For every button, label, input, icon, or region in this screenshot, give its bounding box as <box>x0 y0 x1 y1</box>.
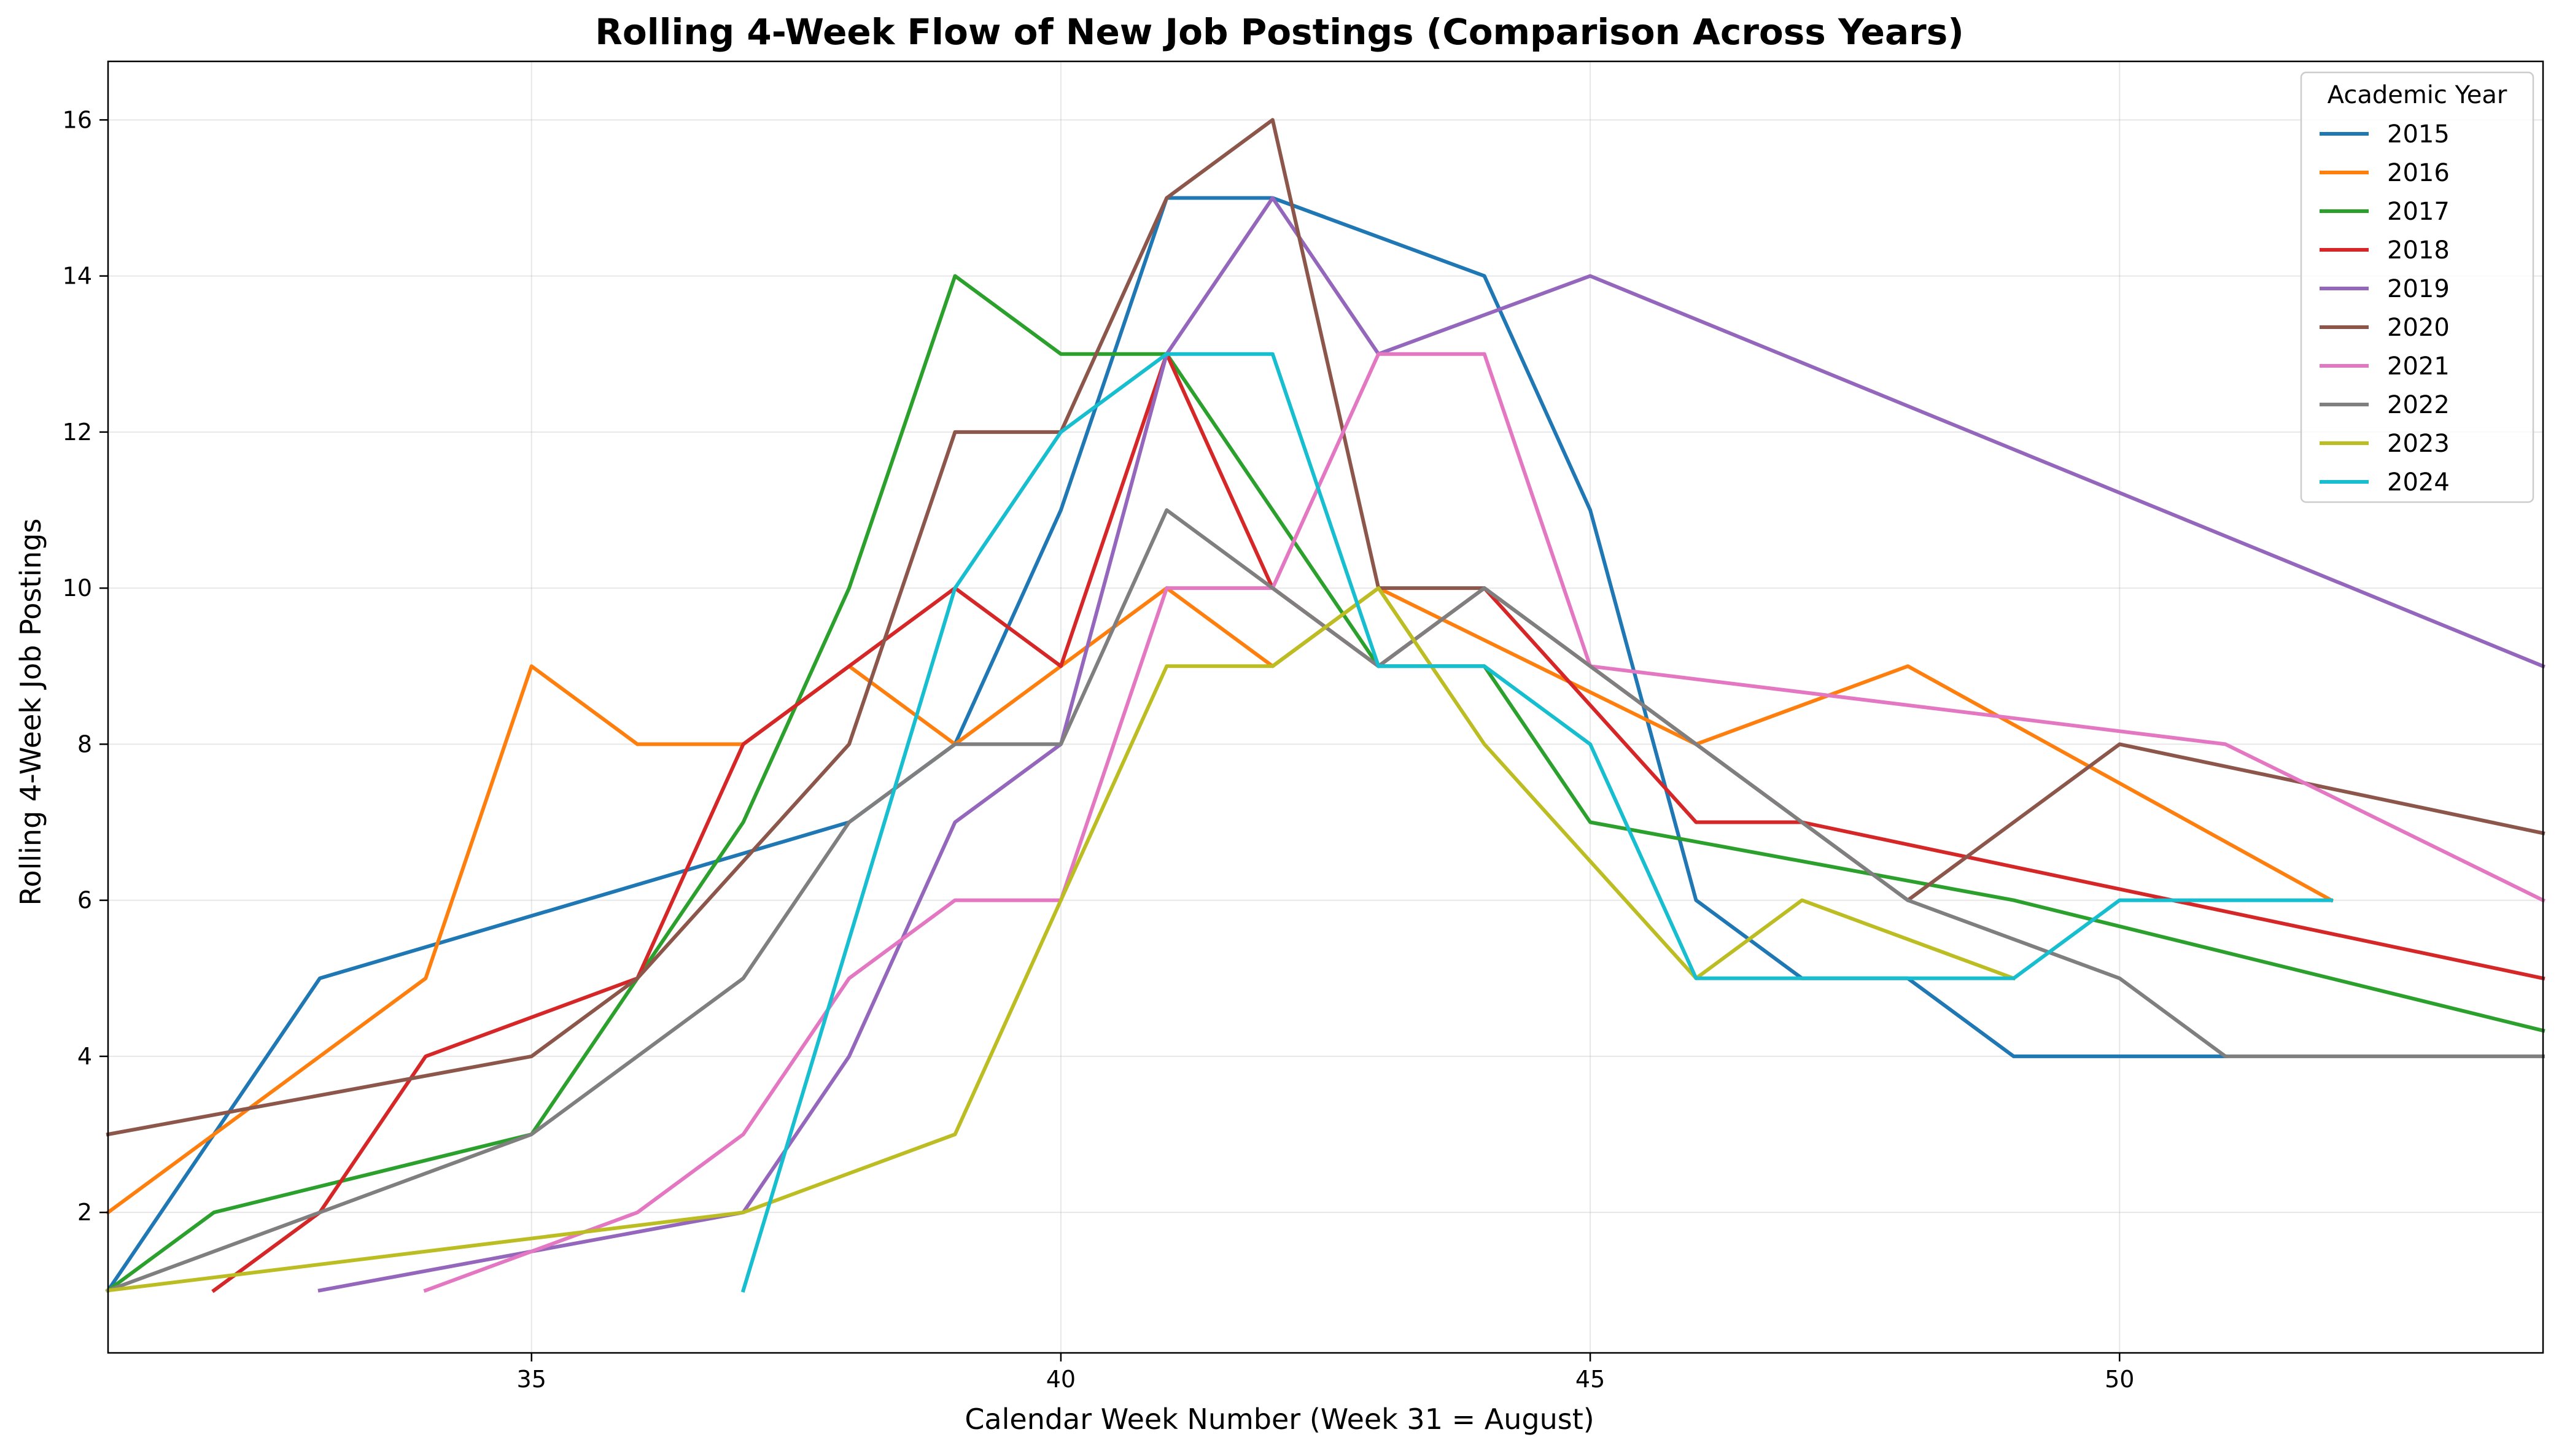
y-tick-label: 4 <box>77 1043 92 1070</box>
y-tick-label: 2 <box>77 1199 92 1226</box>
legend-label-2022: 2022 <box>2387 391 2450 419</box>
x-tick-label: 40 <box>1046 1366 1076 1393</box>
series-line-2022 <box>106 508 2545 1293</box>
y-tick-label: 14 <box>63 263 92 290</box>
legend-label-2018: 2018 <box>2387 236 2450 265</box>
legend-label-2017: 2017 <box>2387 198 2450 226</box>
chart-title: Rolling 4-Week Flow of New Job Postings … <box>595 11 1964 53</box>
legend: Academic Year 2015 2016 2017 2018 2019 2020 20… <box>2300 71 2534 503</box>
legend-label-2015: 2015 <box>2387 120 2450 149</box>
legend-label-2021: 2021 <box>2387 352 2450 381</box>
legend-label-2020: 2020 <box>2387 314 2450 342</box>
y-tick-label: 6 <box>77 887 92 914</box>
legend-label-2016: 2016 <box>2387 159 2450 187</box>
x-tick-label: 35 <box>517 1366 546 1393</box>
legend-label-2019: 2019 <box>2387 275 2450 303</box>
x-tick-label: 45 <box>1575 1366 1605 1393</box>
series-lines <box>105 118 2546 1293</box>
y-tick-label: 16 <box>63 106 92 133</box>
legend-box <box>2300 71 2534 503</box>
plot-frame <box>107 60 2544 1354</box>
y-tick-label: 8 <box>77 730 92 757</box>
series-line-2017 <box>105 274 2545 1293</box>
axis-ticks: 35 40 45 50 2 4 6 8 10 12 14 16 <box>63 106 2135 1393</box>
y-tick-label: 12 <box>63 419 92 446</box>
y-tick-label: 10 <box>63 575 92 602</box>
x-tick-label: 50 <box>2105 1366 2134 1393</box>
series-line-2023 <box>106 586 2016 1293</box>
x-axis-label: Calendar Week Number (Week 31 = August) <box>965 1403 1594 1436</box>
legend-label-2024: 2024 <box>2387 468 2450 497</box>
series-line-2024 <box>740 352 2334 1293</box>
legend-title: Academic Year <box>2328 81 2507 109</box>
y-axis-label: Rolling 4-Week Job Postings <box>14 519 47 906</box>
series-line-2019 <box>317 196 2545 1293</box>
legend-label-2023: 2023 <box>2387 430 2450 458</box>
series-line-2018 <box>211 352 2545 1293</box>
